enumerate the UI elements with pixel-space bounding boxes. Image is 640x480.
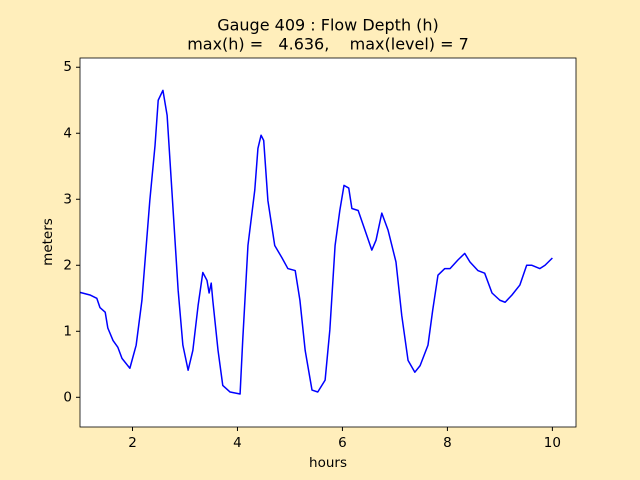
y-tick-label: 4 xyxy=(63,125,72,141)
y-tick-label: 1 xyxy=(63,323,72,339)
chart-title: Gauge 409 : Flow Depth (h) xyxy=(217,16,439,35)
x-axis-label: hours xyxy=(309,455,347,471)
data-line xyxy=(79,89,553,395)
x-tick-label: 10 xyxy=(544,435,561,451)
plot-area xyxy=(80,58,576,427)
x-tick-label: 6 xyxy=(338,435,347,451)
y-tick-label: 2 xyxy=(63,257,72,273)
x-tick-label: 2 xyxy=(128,435,137,451)
y-tick-label: 5 xyxy=(63,59,72,75)
y-tick-label: 3 xyxy=(63,191,72,207)
y-tick-label: 0 xyxy=(63,389,72,405)
chart-subtitle: max(h) = 4.636, max(level) = 7 xyxy=(187,35,469,54)
plot-frame xyxy=(79,57,577,428)
x-tick-label: 4 xyxy=(233,435,242,451)
x-tick-label: 8 xyxy=(443,435,452,451)
y-axis-label: meters xyxy=(40,218,56,266)
